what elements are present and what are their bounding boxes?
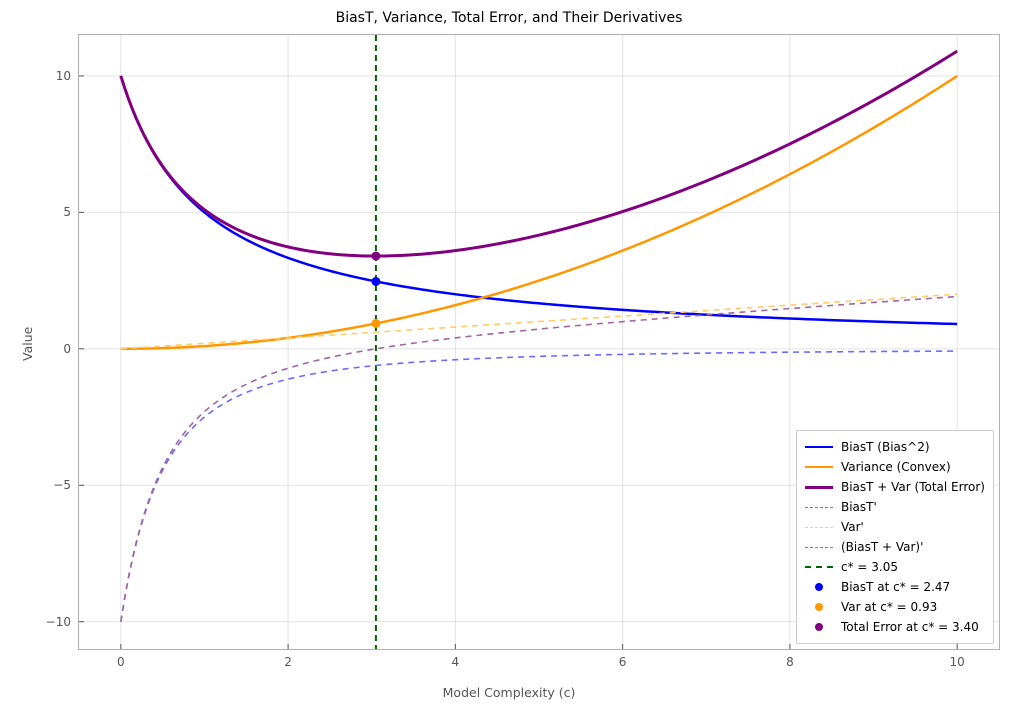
legend-item: (BiasT + Var)': [805, 537, 985, 557]
legend-label: c* = 3.05: [841, 560, 898, 574]
y-tick-label: 0: [63, 342, 71, 356]
legend-label: Total Error at c* = 3.40: [841, 620, 979, 634]
marker-m_var: [372, 319, 380, 327]
series-bias: [121, 76, 957, 324]
legend-label: Var at c* = 0.93: [841, 600, 937, 614]
legend-item: c* = 3.05: [805, 557, 985, 577]
legend-item: BiasT + Var (Total Error): [805, 477, 985, 497]
y-tick-label: −5: [53, 478, 71, 492]
legend-label: BiasT at c* = 2.47: [841, 580, 950, 594]
legend-label: (BiasT + Var)': [841, 540, 923, 554]
marker-m_bias: [372, 277, 380, 285]
x-axis-label: Model Complexity (c): [0, 685, 1018, 700]
legend-item: BiasT (Bias^2): [805, 437, 985, 457]
legend-label: Var': [841, 520, 864, 534]
x-tick-label: 10: [950, 655, 965, 669]
y-tick-label: −10: [46, 615, 71, 629]
y-axis-label: Value: [20, 327, 35, 361]
x-tick-label: 2: [284, 655, 292, 669]
legend-item: Var at c* = 0.93: [805, 597, 985, 617]
legend-item: BiasT': [805, 497, 985, 517]
legend-item: BiasT at c* = 2.47: [805, 577, 985, 597]
y-tick-label: 10: [56, 69, 71, 83]
legend-label: BiasT + Var (Total Error): [841, 480, 985, 494]
legend-label: Variance (Convex): [841, 460, 951, 474]
legend: BiasT (Bias^2) Variance (Convex) BiasT + V…: [796, 430, 994, 644]
legend-item: Var': [805, 517, 985, 537]
legend-label: BiasT': [841, 500, 877, 514]
x-tick-label: 6: [619, 655, 627, 669]
series-total: [121, 51, 957, 256]
chart-title: BiasT, Variance, Total Error, and Their …: [0, 10, 1018, 26]
y-tick-label: 5: [63, 205, 71, 219]
marker-m_total: [372, 252, 380, 260]
legend-item: Total Error at c* = 3.40: [805, 617, 985, 637]
x-tick-label: 4: [452, 655, 460, 669]
figure: BiasT, Variance, Total Error, and Their …: [0, 0, 1018, 710]
legend-label: BiasT (Bias^2): [841, 440, 930, 454]
x-tick-label: 8: [786, 655, 794, 669]
legend-item: Variance (Convex): [805, 457, 985, 477]
x-tick-label: 0: [117, 655, 125, 669]
